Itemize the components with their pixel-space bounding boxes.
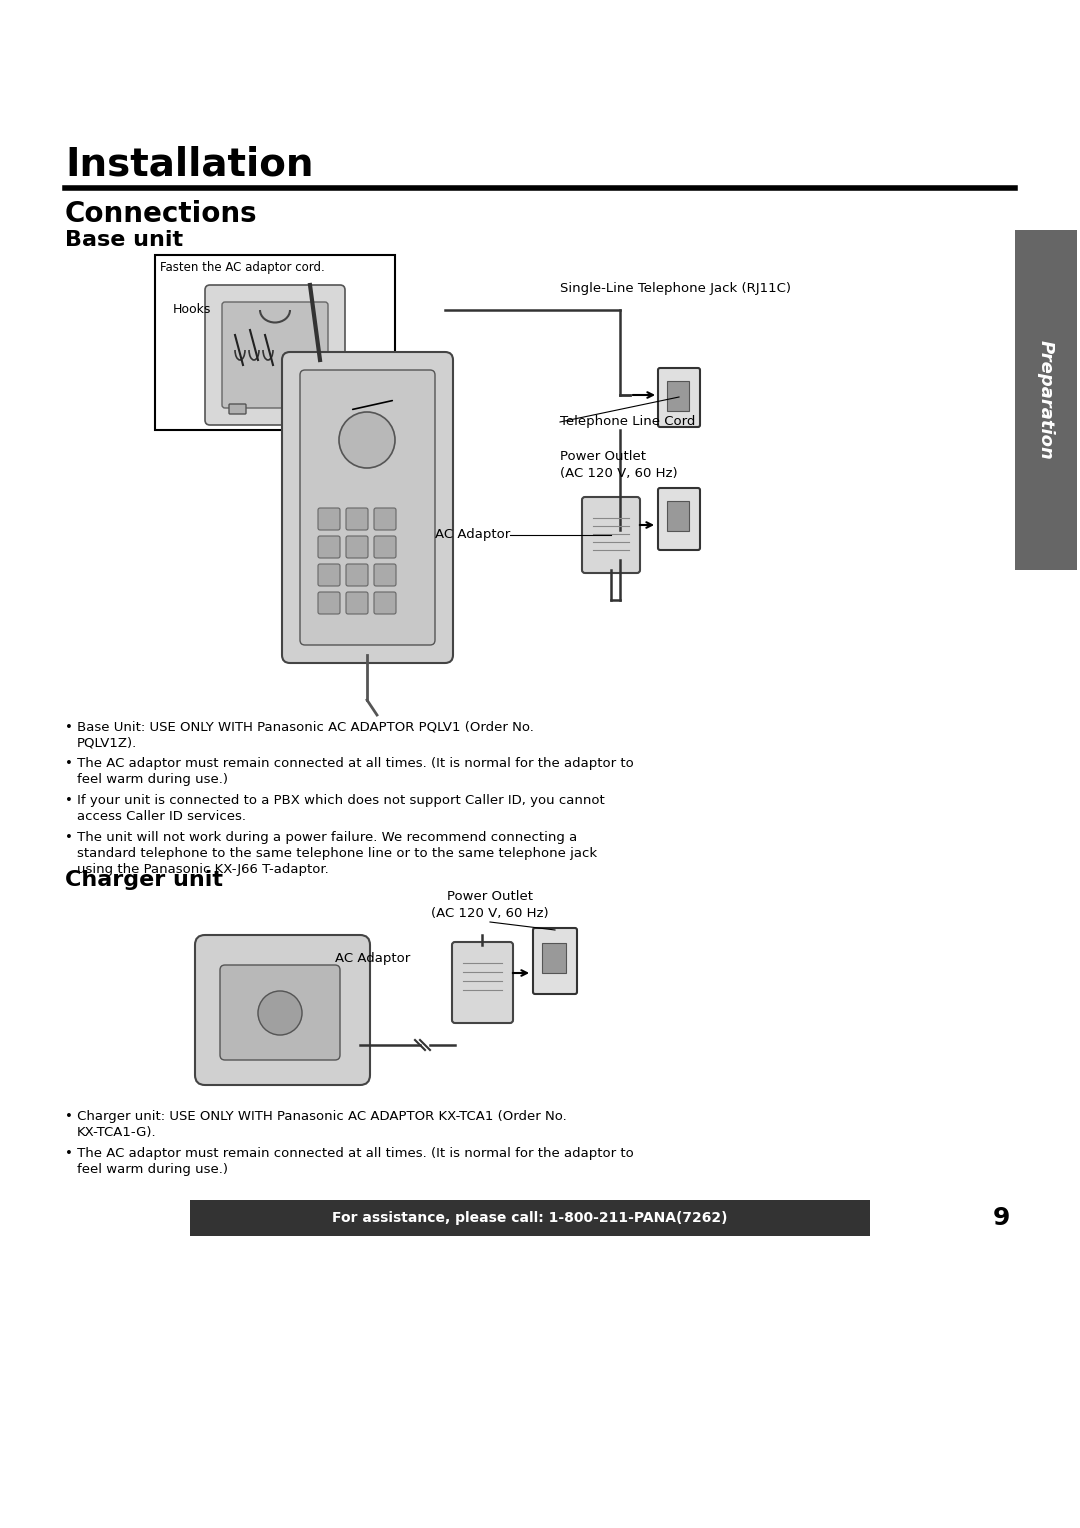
- Text: feel warm during use.): feel warm during use.): [77, 773, 228, 785]
- Text: using the Panasonic KX-J66 T-adaptor.: using the Panasonic KX-J66 T-adaptor.: [77, 863, 328, 876]
- FancyBboxPatch shape: [318, 564, 340, 587]
- FancyBboxPatch shape: [205, 286, 345, 425]
- FancyBboxPatch shape: [374, 591, 396, 614]
- Text: Preparation: Preparation: [1037, 341, 1055, 460]
- Text: Power Outlet
(AC 120 V, 60 Hz): Power Outlet (AC 120 V, 60 Hz): [561, 451, 677, 480]
- Circle shape: [339, 413, 395, 468]
- Text: Connections: Connections: [65, 200, 258, 228]
- FancyBboxPatch shape: [1015, 231, 1077, 570]
- Text: For assistance, please call: 1-800-211-PANA(7262): For assistance, please call: 1-800-211-P…: [333, 1212, 728, 1225]
- Text: Single-Line Telephone Jack (RJ11C): Single-Line Telephone Jack (RJ11C): [561, 283, 791, 295]
- FancyBboxPatch shape: [658, 487, 700, 550]
- FancyBboxPatch shape: [195, 935, 370, 1085]
- FancyBboxPatch shape: [534, 927, 577, 995]
- Text: • Base Unit: USE ONLY WITH Panasonic AC ADAPTOR PQLV1 (Order No.: • Base Unit: USE ONLY WITH Panasonic AC …: [65, 720, 534, 733]
- FancyBboxPatch shape: [318, 591, 340, 614]
- Text: Hooks: Hooks: [173, 303, 212, 316]
- FancyBboxPatch shape: [582, 497, 640, 573]
- Text: feel warm during use.): feel warm during use.): [77, 1163, 228, 1177]
- Text: AC Adaptor: AC Adaptor: [435, 529, 510, 541]
- Text: 9: 9: [993, 1206, 1010, 1230]
- FancyBboxPatch shape: [658, 368, 700, 426]
- Text: • The AC adaptor must remain connected at all times. (It is normal for the adapt: • The AC adaptor must remain connected a…: [65, 756, 634, 770]
- Text: • If your unit is connected to a PBX which does not support Caller ID, you canno: • If your unit is connected to a PBX whi…: [65, 795, 605, 807]
- FancyBboxPatch shape: [190, 1199, 870, 1236]
- FancyBboxPatch shape: [453, 941, 513, 1024]
- Circle shape: [258, 992, 302, 1034]
- FancyBboxPatch shape: [303, 403, 321, 414]
- FancyBboxPatch shape: [156, 255, 395, 429]
- Text: AC Adaptor: AC Adaptor: [335, 952, 410, 966]
- FancyBboxPatch shape: [374, 536, 396, 558]
- Text: PQLV1Z).: PQLV1Z).: [77, 736, 137, 749]
- FancyBboxPatch shape: [346, 564, 368, 587]
- Text: • The AC adaptor must remain connected at all times. (It is normal for the adapt: • The AC adaptor must remain connected a…: [65, 1148, 634, 1160]
- Text: Base unit: Base unit: [65, 231, 184, 251]
- Text: Fasten the AC adaptor cord.: Fasten the AC adaptor cord.: [160, 261, 325, 274]
- Text: • The unit will not work during a power failure. We recommend connecting a: • The unit will not work during a power …: [65, 831, 577, 843]
- FancyBboxPatch shape: [667, 501, 689, 532]
- Text: Telephone Line Cord: Telephone Line Cord: [561, 416, 696, 428]
- Text: KX-TCA1-G).: KX-TCA1-G).: [77, 1126, 157, 1138]
- Text: access Caller ID services.: access Caller ID services.: [77, 810, 246, 824]
- FancyBboxPatch shape: [318, 507, 340, 530]
- Text: • Charger unit: USE ONLY WITH Panasonic AC ADAPTOR KX-TCA1 (Order No.: • Charger unit: USE ONLY WITH Panasonic …: [65, 1109, 567, 1123]
- FancyBboxPatch shape: [220, 966, 340, 1060]
- FancyBboxPatch shape: [300, 370, 435, 645]
- FancyBboxPatch shape: [374, 564, 396, 587]
- Text: Installation: Installation: [65, 145, 313, 183]
- FancyBboxPatch shape: [282, 351, 453, 663]
- FancyBboxPatch shape: [346, 536, 368, 558]
- FancyBboxPatch shape: [346, 507, 368, 530]
- FancyBboxPatch shape: [229, 403, 246, 414]
- FancyBboxPatch shape: [667, 380, 689, 411]
- Text: Power Outlet
(AC 120 V, 60 Hz): Power Outlet (AC 120 V, 60 Hz): [431, 889, 549, 920]
- FancyBboxPatch shape: [318, 536, 340, 558]
- Text: Charger unit: Charger unit: [65, 869, 222, 889]
- FancyBboxPatch shape: [222, 303, 328, 408]
- Text: standard telephone to the same telephone line or to the same telephone jack: standard telephone to the same telephone…: [77, 847, 597, 860]
- FancyBboxPatch shape: [542, 943, 566, 973]
- FancyBboxPatch shape: [346, 591, 368, 614]
- FancyBboxPatch shape: [374, 507, 396, 530]
